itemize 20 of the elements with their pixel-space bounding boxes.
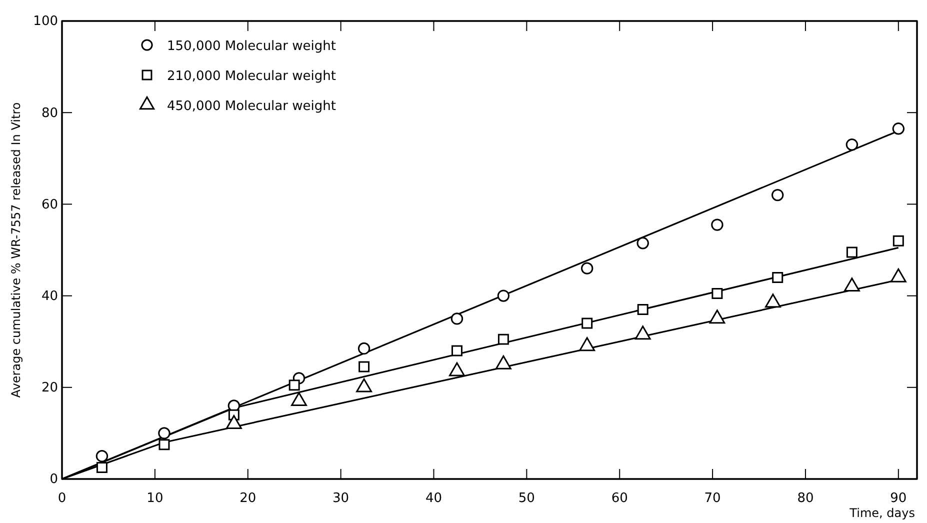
x-tick-label: 80 <box>797 491 814 506</box>
legend-label: 150,000 Molecular weight <box>167 39 336 54</box>
x-tick-label: 60 <box>611 491 628 506</box>
y-axis-title: Average cumulative % WR-7557 released In Vitro <box>9 102 23 398</box>
y-tick-label: 80 <box>41 106 58 121</box>
y-tick-label: 20 <box>41 380 58 396</box>
legend-label: 450,000 Molecular weight <box>167 99 336 114</box>
legend-label: 210,000 Molecular weight <box>167 69 336 84</box>
x-tick-label: 30 <box>332 491 350 506</box>
x-tick-label: 70 <box>704 491 721 506</box>
x-tick-label: 90 <box>890 491 907 506</box>
x-axis-title: Time, days <box>848 506 915 520</box>
x-tick-label: 50 <box>518 491 535 506</box>
x-tick-label: 10 <box>146 491 164 506</box>
y-tick-label: 60 <box>41 197 58 212</box>
x-tick-label: 40 <box>425 491 442 506</box>
y-tick-label: 0 <box>50 472 58 488</box>
y-tick-label: 100 <box>33 14 58 30</box>
y-tick-label: 40 <box>41 288 58 304</box>
x-tick-label: 20 <box>240 491 256 506</box>
